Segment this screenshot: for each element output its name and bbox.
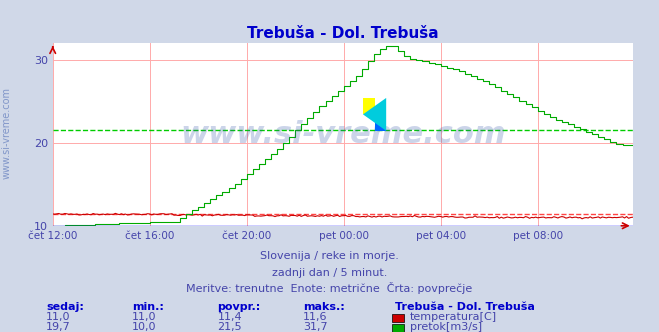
Text: Meritve: trenutne  Enote: metrične  Črta: povprečje: Meritve: trenutne Enote: metrične Črta: …: [186, 282, 473, 294]
Text: zadnji dan / 5 minut.: zadnji dan / 5 minut.: [272, 268, 387, 278]
Text: 11,0: 11,0: [46, 312, 71, 322]
Title: Trebuša - Dol. Trebuša: Trebuša - Dol. Trebuša: [247, 26, 438, 41]
Polygon shape: [363, 98, 386, 131]
Text: 19,7: 19,7: [46, 322, 71, 332]
Text: povpr.:: povpr.:: [217, 302, 261, 312]
Text: maks.:: maks.:: [303, 302, 345, 312]
Text: pretok[m3/s]: pretok[m3/s]: [410, 322, 482, 332]
FancyBboxPatch shape: [374, 114, 386, 131]
Text: 11,4: 11,4: [217, 312, 242, 322]
Text: Trebuša - Dol. Trebuša: Trebuša - Dol. Trebuša: [395, 302, 535, 312]
Text: Slovenija / reke in morje.: Slovenija / reke in morje.: [260, 251, 399, 261]
Text: 21,5: 21,5: [217, 322, 242, 332]
Text: 10,0: 10,0: [132, 322, 156, 332]
Text: www.si-vreme.com: www.si-vreme.com: [180, 120, 505, 149]
Text: temperatura[C]: temperatura[C]: [410, 312, 497, 322]
Text: sedaj:: sedaj:: [46, 302, 84, 312]
Text: 11,6: 11,6: [303, 312, 328, 322]
Text: min.:: min.:: [132, 302, 163, 312]
Text: 31,7: 31,7: [303, 322, 328, 332]
Text: 11,0: 11,0: [132, 312, 156, 322]
Text: www.si-vreme.com: www.si-vreme.com: [1, 87, 12, 179]
FancyBboxPatch shape: [363, 98, 374, 114]
